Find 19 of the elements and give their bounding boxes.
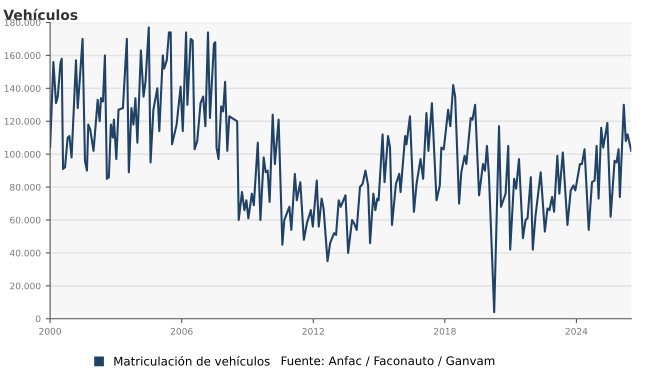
- y-tick-label: 60.000: [10, 216, 40, 224]
- y-tick-label: 80.000: [10, 184, 40, 191]
- y-tick-label: 160.000: [4, 52, 40, 59]
- y-tick-label: 100.000: [4, 150, 40, 158]
- legend-label: Matriculación de vehículos: [114, 356, 270, 366]
- x-tick-label: 2006: [170, 328, 193, 335]
- y-tick-label: 40.000: [10, 250, 40, 256]
- y-tick-label: 180.000: [4, 19, 40, 26]
- line-series: [50, 26, 632, 314]
- source-note: Fuente: Anfac / Faconauto / Ganvam: [282, 356, 494, 366]
- y-tick-label: 0: [36, 315, 40, 322]
- chart-title: Vehículos: [3, 8, 78, 20]
- x-tick-label: 2012: [302, 328, 324, 335]
- y-tick-label: 20.000: [10, 282, 40, 290]
- x-tick-label: 2000: [39, 328, 61, 335]
- y-tick-label: 120.000: [4, 118, 40, 125]
- y-tick-label: 140.000: [4, 85, 40, 92]
- x-tick-label: 2024: [566, 328, 588, 335]
- x-tick-label: 2018: [434, 328, 456, 335]
